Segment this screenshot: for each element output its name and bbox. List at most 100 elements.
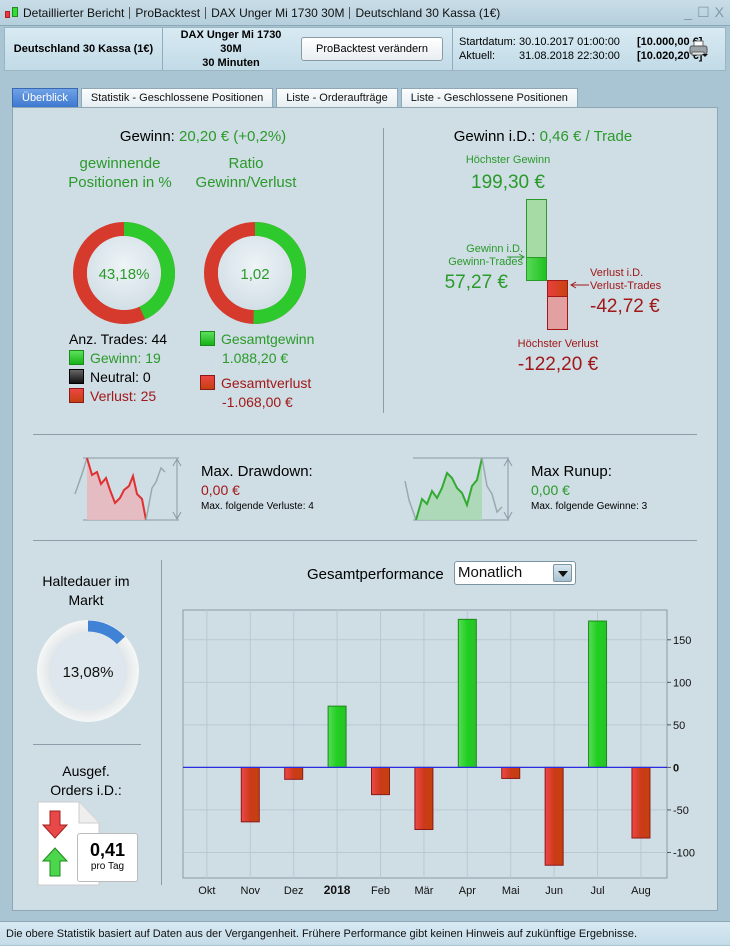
avg-gain-label: Gewinn i.D.:: [453, 128, 536, 145]
x-tick-label: Aug: [631, 885, 651, 897]
gain-value: 20,20 € (+0,2%): [179, 128, 287, 145]
orders-title: Ausgef. Orders i.D.:: [27, 762, 145, 800]
divider-horizontal: [33, 540, 697, 541]
arrow-down-icon: [41, 810, 69, 839]
bar-2018: [327, 705, 347, 768]
total-gain-label: Gesamtgewinn: [221, 331, 315, 347]
close-button[interactable]: X: [714, 4, 724, 20]
max-gain-label: Höchster Gewinn: [465, 154, 551, 166]
max-loss-label: Höchster Verlust: [517, 338, 599, 350]
ratio-text: 1,02: [240, 266, 269, 283]
divider-horizontal: [33, 434, 697, 435]
y-tick-label: -50: [673, 805, 689, 817]
runup-label: Max Runup:: [531, 463, 612, 480]
bar-Dez: [284, 766, 304, 780]
current-capital: [10.020,20 €]: [637, 50, 703, 62]
bar-Nov: [240, 766, 260, 823]
winning-pct-text: 43,18%: [99, 266, 150, 283]
winning-positions-title: gewinnende Positionen in %: [68, 155, 172, 191]
window-titlebar: Detaillierter Bericht ProBacktest DAX Un…: [0, 0, 730, 26]
period-dropdown[interactable]: Monatlich: [454, 561, 576, 585]
start-capital: [10.000,00 €]: [637, 36, 703, 48]
performance-chart: 150 100 50 0 -50 -100 Okt Nov Dez 2018 Feb Mär Apr M…: [182, 609, 695, 897]
donut-gain-arc: [253, 222, 306, 324]
arrow-right-icon: [507, 253, 525, 261]
total-loss-label: Gesamtverlust: [221, 375, 312, 391]
total-gain-value: 1.088,20 €: [222, 350, 289, 366]
period-selected: Monatlich: [458, 564, 523, 581]
performance-label: Gesamtperformance: [307, 566, 444, 583]
start-date-label: Startdatum:: [459, 36, 516, 48]
avg-gain-trades-label-1: Gewinn i.D.: [466, 243, 523, 255]
overview-panel: Gewinn: 20,20 € (+0,2%) gewinnende Posit…: [12, 107, 718, 911]
x-tick-label: Jul: [591, 885, 605, 897]
x-tick-label: 2018: [324, 883, 351, 897]
totals-legend: Gesamtgewinn 1.088,20 € Gesamtverlust -1…: [200, 330, 314, 412]
orders-per-day-badge: 0,41 pro Tag: [77, 833, 138, 882]
neutral-count: Neutral: 0: [90, 369, 151, 385]
drawdown-value: 0,00 €: [201, 482, 240, 498]
minimize-button[interactable]: _: [684, 4, 693, 20]
y-tick-label: 0: [673, 762, 679, 774]
winning-positions-donut: 43,18%: [73, 222, 175, 324]
x-tick-label: Jun: [545, 885, 563, 897]
total-gain-line: Gewinn: 20,20 € (+0,2%): [73, 128, 333, 145]
loss-legend-swatch: [69, 388, 84, 403]
loss-count: Verlust: 25: [90, 388, 157, 404]
bar-Mai: [501, 766, 521, 779]
tab-order-list[interactable]: Liste - Orderaufträge: [276, 88, 398, 107]
divider-vertical: [383, 128, 384, 413]
tab-closed-positions-list[interactable]: Liste - Geschlossene Positionen: [400, 88, 578, 107]
trade-counts: Anz. Trades: 44 Gewinn: 19 Neutral: 0 Ve…: [69, 330, 167, 406]
change-backtest-button[interactable]: ProBacktest verändern: [301, 37, 443, 61]
trades-count: Anz. Trades: 44: [69, 331, 168, 347]
divider-horizontal: [33, 744, 141, 745]
y-tick-label: 50: [673, 720, 685, 732]
bar-Apr: [457, 618, 477, 768]
printer-icon[interactable]: [689, 40, 709, 58]
current-date-label: Aktuell:: [459, 50, 496, 62]
x-tick-label: Nov: [241, 885, 261, 897]
x-tick-label: Okt: [198, 885, 215, 897]
avg-gain-bar: [526, 257, 547, 281]
tab-statistics-closed[interactable]: Statistik - Geschlossene Positionen: [80, 88, 274, 107]
avg-loss-trades-label: Verlust i.D. Verlust-Trades: [590, 267, 700, 293]
maximize-button[interactable]: ☐: [697, 4, 710, 20]
system-name: DAX Unger Mi 1730 30M: [180, 29, 282, 55]
orders-per-day-unit: pro Tag: [90, 861, 125, 872]
avg-gain-trades-label-2: Gewinn-Trades: [448, 256, 523, 268]
start-date: 30.10.2017 01:00:00: [519, 36, 620, 48]
x-tick-label: Dez: [284, 885, 304, 897]
holding-arc: [87, 620, 125, 645]
runup-value: 0,00 €: [531, 482, 570, 498]
orders-title-1: Ausgef.: [62, 763, 110, 779]
divider-vertical: [161, 560, 162, 885]
tab-bar: Überblick Statistik - Geschlossene Posit…: [12, 88, 578, 107]
report-header: Deutschland 30 Kassa (1€) DAX Unger Mi 1…: [4, 27, 726, 71]
chevron-down-icon[interactable]: [553, 564, 572, 582]
drawdown-subtext: Max. folgende Verluste: 4: [201, 501, 314, 512]
avg-loss-trades-value: -42,72 €: [590, 296, 660, 317]
arrow-left-icon: [570, 281, 589, 289]
x-tick-label: Apr: [459, 885, 476, 897]
holding-time-donut: 13,08%: [37, 620, 139, 722]
orders-title-2: Orders i.D.:: [50, 782, 122, 798]
title-segment: ProBacktest: [130, 6, 207, 19]
y-tick-label: 100: [673, 677, 691, 689]
holding-time-value: 13,08%: [63, 664, 114, 681]
avg-loss-bar: [547, 280, 568, 297]
avg-loss-trades-label-1: Verlust i.D.: [590, 267, 644, 279]
holding-title-1: Haltedauer im: [42, 573, 130, 589]
avg-loss-trades-label-2: Verlust-Trades: [590, 280, 662, 292]
x-tick-label: Mai: [502, 885, 520, 897]
y-tick-label: 150: [673, 635, 691, 647]
win-legend-swatch: [69, 350, 84, 365]
title-segment: DAX Unger Mi 1730 30M: [206, 6, 351, 19]
disclaimer-bar: Die obere Statistik basiert auf Daten au…: [0, 921, 730, 945]
gain-label: Gewinn:: [119, 128, 175, 145]
drawdown-label: Max. Drawdown:: [201, 463, 313, 480]
tab-overview[interactable]: Überblick: [12, 88, 78, 107]
drawdown-sparkline-icon: [74, 457, 182, 521]
bar-Jul: [588, 620, 608, 768]
holding-title-2: Markt: [68, 592, 104, 608]
